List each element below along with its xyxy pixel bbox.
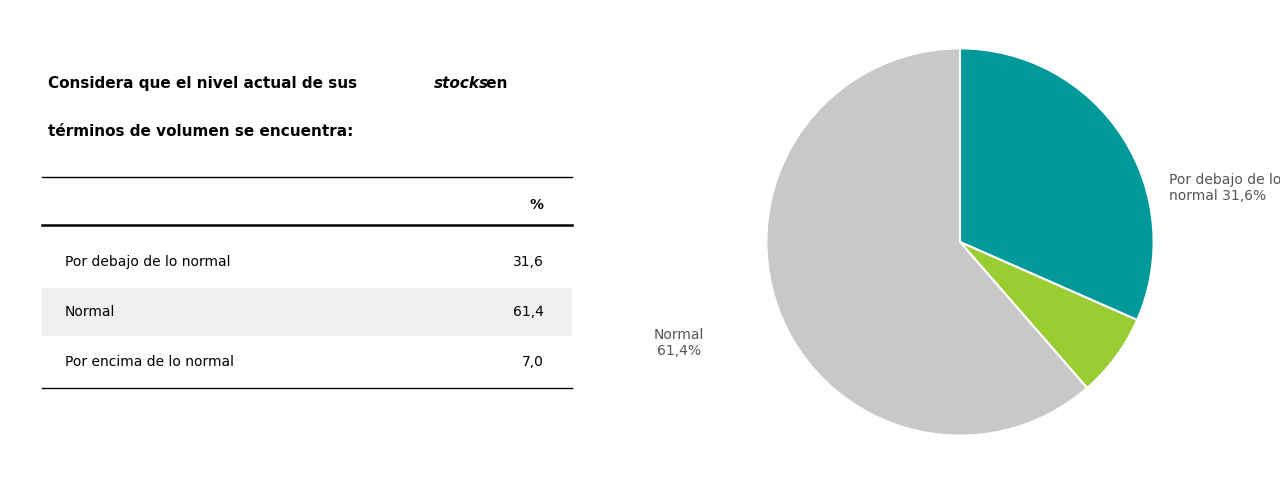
Text: %: % [530, 198, 544, 212]
Wedge shape [960, 242, 1137, 388]
Text: Por debajo de lo normal: Por debajo de lo normal [65, 255, 230, 269]
Text: Normal
61,4%: Normal 61,4% [654, 328, 704, 358]
Text: Por debajo de lo
normal 31,6%: Por debajo de lo normal 31,6% [1169, 173, 1280, 203]
Text: Normal: Normal [65, 305, 115, 318]
Text: 7,0: 7,0 [522, 355, 544, 369]
Text: en: en [481, 76, 507, 91]
Wedge shape [767, 48, 1087, 436]
Wedge shape [960, 48, 1153, 320]
Text: 31,6: 31,6 [513, 255, 544, 269]
Text: términos de volumen se encuentra:: términos de volumen se encuentra: [49, 124, 353, 139]
Text: Considera que el nivel actual de sus: Considera que el nivel actual de sus [49, 76, 362, 91]
Text: Por encima de lo normal: Por encima de lo normal [65, 355, 234, 369]
Text: 61,4: 61,4 [513, 305, 544, 318]
Text: stocks: stocks [434, 76, 489, 91]
Bar [42, 287, 572, 336]
